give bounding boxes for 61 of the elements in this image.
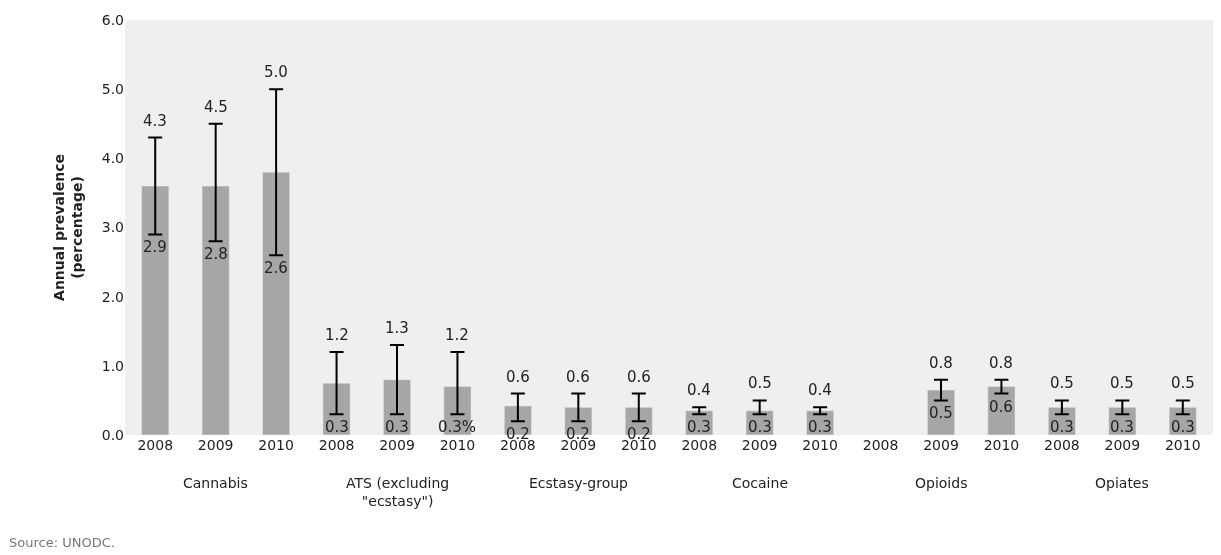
y-tick-label: 2.0	[101, 288, 124, 305]
text: Opiates	[1095, 475, 1149, 491]
annotation: 0.6	[989, 398, 1013, 416]
x-tick-label: 2010	[802, 437, 838, 453]
annotation: 0.3	[1050, 418, 1074, 436]
annotation: 0.5	[748, 374, 772, 392]
annotation: 0.3	[687, 418, 711, 436]
annotation: 0.3	[1171, 418, 1195, 436]
annotation: 1.2	[445, 326, 469, 344]
y-tick-label: 3.0	[101, 219, 124, 236]
x-tick-label: 2010	[258, 437, 294, 453]
x-tick-label: 2010	[1164, 437, 1201, 453]
annotation: 0.5	[1171, 374, 1195, 392]
y-tick-label: 4.0	[101, 150, 124, 167]
x-tick-label: 2009	[197, 437, 234, 453]
annotation: 5.0	[264, 63, 288, 81]
text: ATS (excluding "ecstasy")	[346, 475, 450, 510]
text: Cannabis	[183, 475, 248, 491]
x-tick-label: 2008	[681, 437, 718, 453]
text: Ecstasy-group	[529, 475, 629, 491]
y-tick-label: 6.0	[101, 11, 124, 28]
y-axis-title: Annual prevalence (percentage)	[51, 154, 86, 301]
x-tick-label: 2009	[379, 437, 415, 453]
annotation: 2.9	[143, 238, 167, 256]
annotation: 0.3	[385, 418, 409, 436]
annotation: 0.6	[627, 368, 651, 386]
annotation: 1.2	[325, 326, 349, 344]
annotation: 0.8	[989, 354, 1013, 372]
y-tick-label: 0.0	[101, 426, 124, 443]
x-tick-label: 2009	[741, 437, 778, 453]
annotation: 0.4	[808, 381, 832, 399]
text: Opioids	[915, 475, 968, 491]
x-tick-label: 2008	[1044, 437, 1080, 453]
y-tick-label: 1.0	[101, 357, 124, 374]
annotation: 2.8	[204, 245, 228, 263]
annotation: 0.3%	[438, 418, 477, 436]
annotation: 0.3	[325, 418, 349, 436]
annotation: 0.5	[929, 404, 953, 422]
annotation: 4.3	[143, 112, 167, 130]
source-note: Source: UNODC.	[9, 535, 115, 550]
x-tick-label: 2010	[983, 437, 1020, 453]
annotation: 0.3	[1110, 418, 1134, 436]
annotation: 1.3	[385, 319, 409, 337]
x-tick-label: 2009	[923, 437, 959, 453]
annotation: 2.6	[264, 259, 288, 277]
y-tick-label: 5.0	[101, 81, 124, 98]
annotation: 0.5	[1050, 374, 1074, 392]
text: Cocaine	[732, 475, 788, 491]
annotation: 0.6	[566, 368, 590, 386]
annotation: 0.3	[748, 418, 772, 436]
annotation: 0.4	[687, 381, 711, 399]
x-tick-label: 2008	[862, 437, 899, 453]
annotation: 0.8	[929, 354, 953, 372]
x-tick-label: 2008	[137, 437, 174, 453]
annotation: 0.5	[1110, 374, 1134, 392]
annotation: 4.5	[204, 98, 228, 116]
annotation: 0.6	[506, 368, 530, 386]
x-tick-label: 2010	[439, 437, 476, 453]
x-tick-label: 2009	[1104, 437, 1141, 453]
x-tick-label: 2008	[318, 437, 355, 453]
annotation: 0.3	[808, 418, 832, 436]
